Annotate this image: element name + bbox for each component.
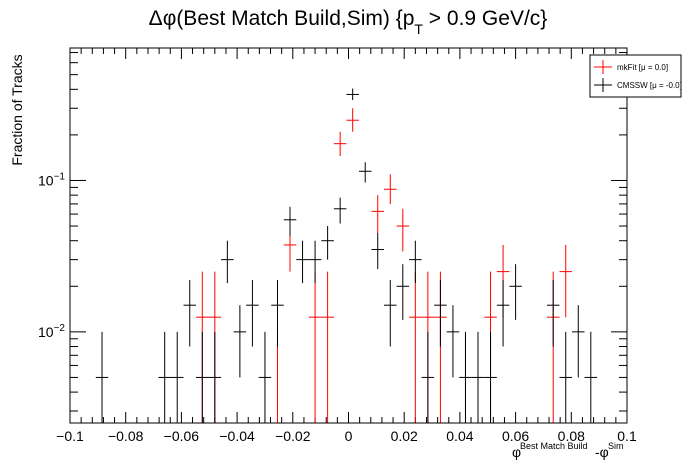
x-axis-label-superscript-build: Best Match Build — [520, 441, 588, 451]
series-1 — [95, 88, 598, 423]
data-point — [321, 271, 334, 423]
data-point — [158, 331, 171, 423]
data-point — [446, 305, 460, 378]
y-tick-label: 10−1 — [38, 171, 65, 188]
data-point — [308, 271, 322, 423]
x-axis-label-superscript-sim: Sim — [608, 441, 624, 451]
legend-label-cmssw: CMSSW [μ = -0.0] — [617, 81, 682, 90]
data-point — [409, 271, 422, 423]
data-point — [95, 331, 109, 423]
data-point — [384, 174, 397, 204]
data-point — [358, 162, 372, 183]
data-point — [246, 280, 259, 347]
x-axis-label: φ Best Match Build -φ Sim — [512, 441, 624, 460]
data-point — [170, 331, 184, 423]
data-point — [233, 305, 247, 378]
chart-title-main: Δφ(Best Match Build,Sim) {p — [149, 7, 415, 30]
x-tick-label: 0 — [345, 428, 353, 444]
x-tick-label: −0.06 — [164, 428, 200, 444]
plot-frame — [69, 47, 628, 424]
y-axis-label: Fraction of Tracks — [9, 54, 25, 165]
data-point — [258, 331, 272, 423]
x-tick-label: 0.06 — [502, 428, 529, 444]
data-point — [196, 331, 209, 423]
x-axis-ticks: −0.1 −0.08 −0.06 −0.04 −0.02 0 0.02 0.04 0.06 0.0… — [56, 48, 637, 444]
data-point — [371, 232, 385, 270]
data-point — [283, 206, 297, 236]
data-point — [546, 280, 560, 347]
chart-title: Δφ(Best Match Build,Sim) {pT > 0.9 GeV/c… — [149, 7, 548, 37]
x-tick-label: −0.1 — [56, 428, 84, 444]
data-point — [296, 240, 309, 284]
data-point — [421, 331, 435, 423]
y-axis-ticks: 10−2 10−1 — [38, 52, 627, 412]
data-point — [333, 197, 347, 224]
data-point — [584, 331, 598, 423]
data-point — [333, 131, 347, 157]
data-point — [459, 331, 472, 423]
data-point — [271, 280, 284, 347]
x-tick-label: 0.02 — [391, 428, 418, 444]
legend: mkFit [μ = 0.0] CMSSW [μ = -0.0] — [589, 54, 682, 98]
data-series — [95, 88, 598, 424]
x-tick-label: −0.08 — [108, 428, 144, 444]
data-point — [346, 108, 359, 132]
data-point — [183, 280, 197, 347]
x-tick-label: −0.04 — [219, 428, 255, 444]
data-point — [384, 280, 397, 347]
data-point — [434, 280, 447, 347]
chart-title-tail: > 0.9 GeV/c} — [423, 7, 547, 30]
data-point — [396, 208, 410, 252]
data-point — [409, 240, 422, 284]
x-axis-label-mid: -φ — [595, 444, 609, 460]
y-tick-label: 10−2 — [38, 323, 65, 340]
data-point — [571, 305, 585, 378]
legend-entry-mkfit: mkFit [μ = 0.0] — [594, 60, 668, 74]
chart-title-subscript: T — [414, 21, 423, 37]
data-point — [559, 244, 572, 318]
data-point — [509, 264, 522, 320]
data-point — [221, 240, 234, 284]
data-point — [321, 226, 334, 260]
data-point — [396, 264, 410, 320]
data-point — [496, 280, 510, 347]
data-point — [471, 331, 485, 423]
legend-label-mkfit: mkFit [μ = 0.0] — [617, 63, 668, 72]
data-point — [559, 331, 572, 423]
data-point — [346, 88, 359, 101]
x-tick-label: 0.08 — [558, 428, 585, 444]
data-point — [484, 331, 497, 423]
x-tick-label: 0.04 — [446, 428, 473, 444]
data-point — [308, 240, 322, 284]
legend-box — [589, 54, 682, 98]
x-tick-label: −0.02 — [275, 428, 311, 444]
x-tick-label: 0.1 — [617, 428, 637, 444]
data-point — [371, 195, 385, 233]
x-axis-label-base: φ — [512, 444, 521, 460]
data-point — [208, 331, 222, 423]
legend-entry-cmssw: CMSSW [μ = -0.0] — [594, 78, 682, 92]
